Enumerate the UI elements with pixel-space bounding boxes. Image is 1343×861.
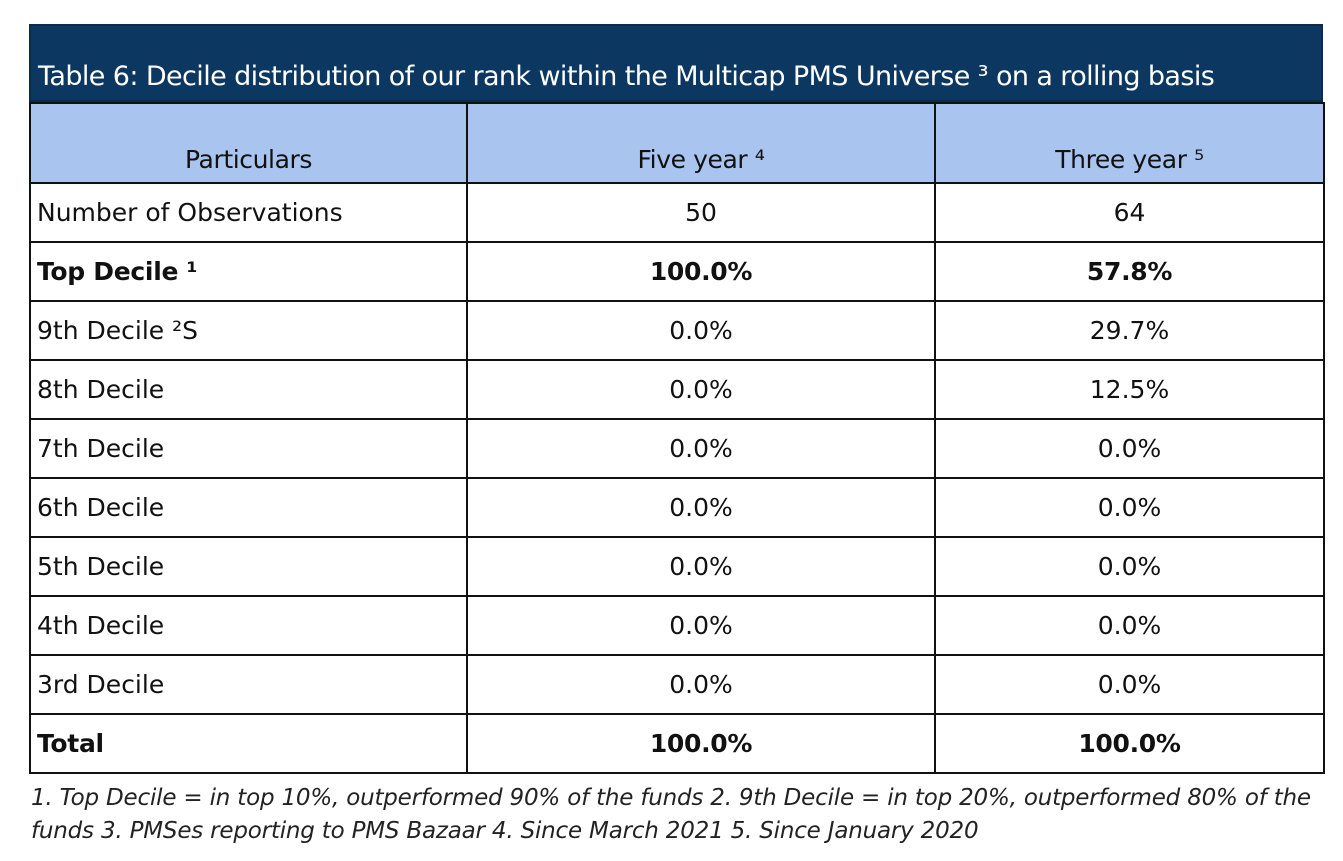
row-label: 8th Decile — [29, 359, 468, 420]
row-label: 9th Decile ²S — [29, 300, 468, 361]
row-label: 4th Decile — [29, 595, 468, 656]
header-five-year: Five year ⁴ — [466, 102, 936, 184]
three-year-value: 0.0% — [934, 477, 1325, 538]
table-row: 3rd Decile 0.0% 0.0% — [29, 654, 1325, 715]
five-year-value: 0.0% — [466, 595, 936, 656]
table-row: 4th Decile 0.0% 0.0% — [29, 595, 1325, 656]
table-row: Number of Observations 50 64 — [29, 182, 1325, 243]
five-year-value: 0.0% — [466, 300, 936, 361]
header-particulars: Particulars — [29, 102, 468, 184]
five-year-value: 0.0% — [466, 418, 936, 479]
table-row: 5th Decile 0.0% 0.0% — [29, 536, 1325, 597]
table-row: 9th Decile ²S 0.0% 29.7% — [29, 300, 1325, 361]
three-year-value: 12.5% — [934, 359, 1325, 420]
three-year-value: 100.0% — [934, 713, 1325, 774]
five-year-value: 50 — [466, 182, 936, 243]
three-year-value: 29.7% — [934, 300, 1325, 361]
table-title: Table 6: Decile distribution of our rank… — [38, 61, 1215, 92]
row-label: Top Decile ¹ — [29, 241, 468, 302]
three-year-value: 64 — [934, 182, 1325, 243]
five-year-value: 0.0% — [466, 359, 936, 420]
row-label: 6th Decile — [29, 477, 468, 538]
three-year-value: 0.0% — [934, 536, 1325, 597]
table-title-bar: Table 6: Decile distribution of our rank… — [29, 24, 1323, 102]
row-label: Number of Observations — [29, 182, 468, 243]
three-year-value: 0.0% — [934, 595, 1325, 656]
five-year-value: 0.0% — [466, 477, 936, 538]
row-label: 3rd Decile — [29, 654, 468, 715]
five-year-value: 100.0% — [466, 713, 936, 774]
five-year-value: 100.0% — [466, 241, 936, 302]
row-label: Total — [29, 713, 468, 774]
three-year-value: 57.8% — [934, 241, 1325, 302]
header-three-year: Three year ⁵ — [934, 102, 1325, 184]
table-row: 8th Decile 0.0% 12.5% — [29, 359, 1325, 420]
three-year-value: 0.0% — [934, 418, 1325, 479]
five-year-value: 0.0% — [466, 536, 936, 597]
three-year-value: 0.0% — [934, 654, 1325, 715]
decile-table: Table 6: Decile distribution of our rank… — [29, 24, 1325, 774]
table-row: Top Decile ¹ 100.0% 57.8% — [29, 241, 1325, 302]
table-row: 7th Decile 0.0% 0.0% — [29, 418, 1325, 479]
total-row: Total 100.0% 100.0% — [29, 713, 1325, 774]
row-label: 7th Decile — [29, 418, 468, 479]
five-year-value: 0.0% — [466, 654, 936, 715]
decile-distribution-table: Particulars Five year ⁴ Three year ⁵ Num… — [29, 102, 1325, 774]
table-row: 6th Decile 0.0% 0.0% — [29, 477, 1325, 538]
table-footnote: 1. Top Decile = in top 10%, outperformed… — [31, 785, 1311, 844]
row-label: 5th Decile — [29, 536, 468, 597]
header-row: Particulars Five year ⁴ Three year ⁵ — [29, 102, 1325, 184]
